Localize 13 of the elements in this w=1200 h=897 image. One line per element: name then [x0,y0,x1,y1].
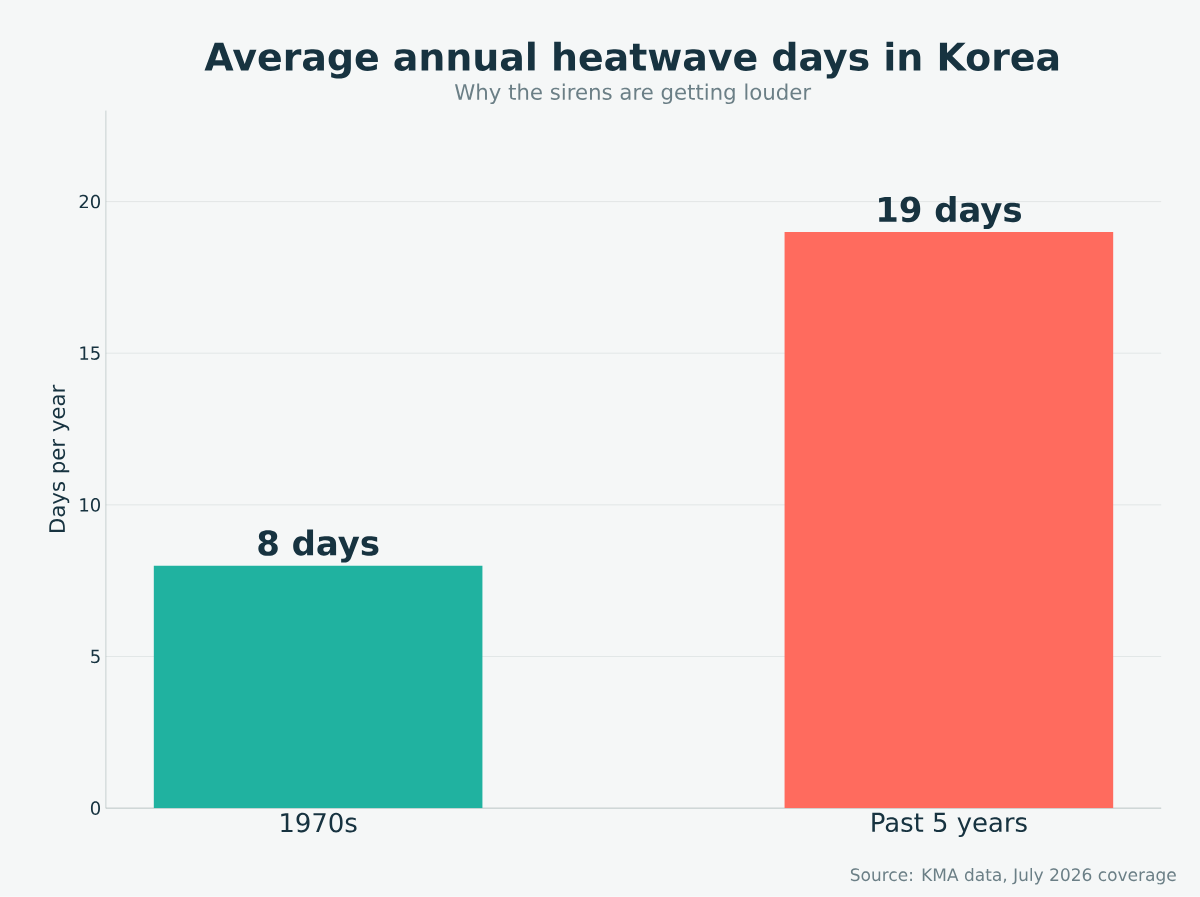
x-tick-label: Past 5 years [872,812,1027,838]
chart-subtitle: Why the sirens are getting louder [454,83,812,105]
y-tick-label: 0 [90,801,100,815]
y-tick-label: 20 [79,194,100,209]
data-label: 8 days [258,529,379,563]
y-tick-label: 15 [80,346,100,360]
chart-title: Average annual heatwave days in Korea [204,41,1059,79]
y-axis-title: Days per year [49,384,70,533]
x-tick-label: 1970s [281,812,357,833]
y-tick-label: 10 [80,498,100,512]
source-note: Source: KMA data, July 2026 coverage [850,868,1176,885]
y-tick-label: 5 [91,649,100,664]
data-label: 19 days [879,196,1021,230]
